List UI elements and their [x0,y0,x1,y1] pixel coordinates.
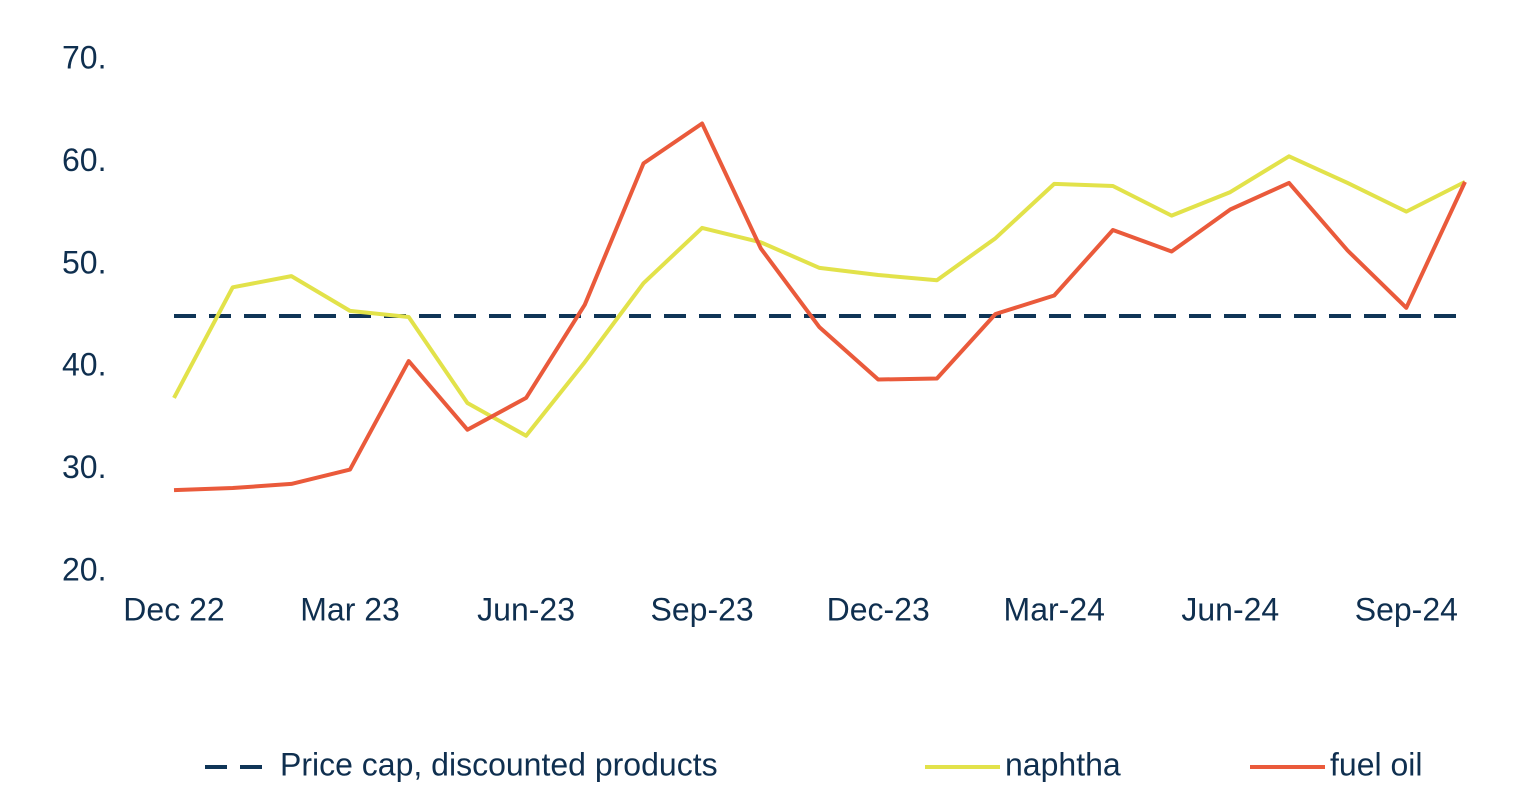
y-tick-label: 40. [62,347,106,383]
x-tick-label: Mar-24 [1004,591,1105,627]
y-tick-label: 60. [62,142,106,178]
x-tick-label: Mar 23 [300,591,400,627]
y-tick-label: 70. [62,39,106,75]
series-line [172,154,1466,438]
y-tick-label: 50. [62,244,106,280]
x-tick-label: Dec-23 [827,591,930,627]
x-tick-label: Sep-24 [1355,591,1458,627]
y-tick-label: 20. [62,551,106,587]
legend-label: Price cap, discounted products [280,746,718,782]
legend-label: fuel oil [1330,746,1423,782]
x-tick-label: Dec 22 [123,591,224,627]
legend-label: naphtha [1005,746,1121,782]
x-tick-label: Jun-23 [477,591,575,627]
y-tick-label: 30. [62,449,106,485]
x-tick-label: Jun-24 [1181,591,1279,627]
series-line [173,121,1467,493]
x-tick-label: Sep-23 [651,591,754,627]
